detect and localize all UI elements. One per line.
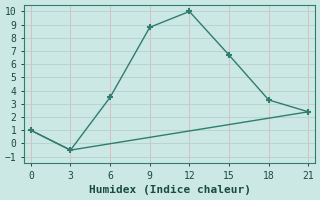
X-axis label: Humidex (Indice chaleur): Humidex (Indice chaleur): [89, 185, 251, 195]
